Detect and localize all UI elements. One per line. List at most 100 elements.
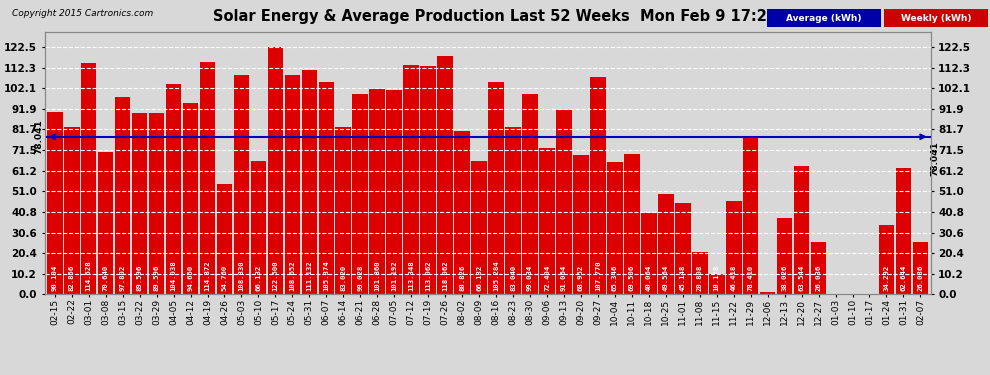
Text: 113.062: 113.062 bbox=[425, 261, 432, 291]
Text: Average (kWh): Average (kWh) bbox=[786, 14, 862, 23]
Bar bbox=[64, 127, 79, 294]
Bar bbox=[505, 127, 521, 294]
Text: 118.062: 118.062 bbox=[443, 261, 448, 291]
Text: 78.041: 78.041 bbox=[35, 119, 44, 154]
Text: 78.410: 78.410 bbox=[747, 265, 753, 291]
Text: Solar Energy & Average Production Last 52 Weeks  Mon Feb 9 17:22: Solar Energy & Average Production Last 5… bbox=[213, 9, 777, 24]
Text: 99.028: 99.028 bbox=[357, 265, 363, 291]
Text: 82.856: 82.856 bbox=[68, 265, 74, 291]
Bar bbox=[403, 66, 419, 294]
Text: 107.770: 107.770 bbox=[595, 261, 601, 291]
Bar bbox=[421, 66, 436, 294]
Text: 122.500: 122.500 bbox=[272, 261, 278, 291]
Bar bbox=[760, 292, 775, 294]
Bar bbox=[234, 75, 249, 294]
Bar bbox=[369, 89, 385, 294]
Bar bbox=[165, 84, 181, 294]
Text: 90.104: 90.104 bbox=[51, 265, 57, 291]
Bar bbox=[386, 90, 402, 294]
Bar bbox=[148, 114, 164, 294]
Text: 111.132: 111.132 bbox=[306, 261, 313, 291]
Bar bbox=[879, 225, 894, 294]
Text: 72.404: 72.404 bbox=[544, 265, 550, 291]
Text: 101.860: 101.860 bbox=[374, 261, 380, 291]
Bar bbox=[488, 82, 504, 294]
Text: 66.132: 66.132 bbox=[476, 265, 482, 291]
Bar bbox=[913, 242, 929, 294]
Bar bbox=[98, 152, 114, 294]
Bar bbox=[590, 77, 606, 294]
Text: 78.041: 78.041 bbox=[931, 141, 940, 176]
Text: 38.026: 38.026 bbox=[782, 265, 788, 291]
Bar bbox=[811, 242, 827, 294]
Bar bbox=[709, 274, 725, 294]
Text: 34.292: 34.292 bbox=[883, 265, 889, 291]
Bar bbox=[284, 75, 300, 294]
Text: 105.284: 105.284 bbox=[493, 261, 499, 291]
Bar bbox=[319, 82, 335, 294]
Bar bbox=[573, 155, 589, 294]
Text: 101.192: 101.192 bbox=[391, 261, 397, 291]
Bar bbox=[81, 63, 96, 294]
Text: 105.374: 105.374 bbox=[324, 261, 330, 291]
Bar bbox=[726, 201, 742, 294]
Bar bbox=[624, 154, 640, 294]
Text: 49.564: 49.564 bbox=[662, 265, 669, 291]
Bar bbox=[438, 56, 453, 294]
Text: 91.064: 91.064 bbox=[561, 265, 567, 291]
Text: 97.802: 97.802 bbox=[120, 265, 126, 291]
Text: 40.064: 40.064 bbox=[645, 265, 651, 291]
Text: 89.596: 89.596 bbox=[153, 265, 159, 291]
Text: 80.826: 80.826 bbox=[459, 265, 465, 291]
Bar bbox=[794, 166, 810, 294]
Bar bbox=[675, 203, 691, 294]
Bar bbox=[522, 94, 538, 294]
Bar bbox=[896, 168, 911, 294]
Bar bbox=[556, 111, 572, 294]
Text: 46.418: 46.418 bbox=[731, 265, 737, 291]
Bar bbox=[471, 161, 487, 294]
Text: 20.808: 20.808 bbox=[697, 265, 703, 291]
Text: 26.036: 26.036 bbox=[918, 265, 924, 291]
Text: Copyright 2015 Cartronics.com: Copyright 2015 Cartronics.com bbox=[12, 9, 153, 18]
Bar bbox=[47, 112, 62, 294]
Bar bbox=[132, 114, 148, 294]
Bar bbox=[217, 184, 233, 294]
Text: 113.348: 113.348 bbox=[408, 261, 414, 291]
Bar bbox=[200, 62, 215, 294]
Bar bbox=[692, 252, 708, 294]
Bar bbox=[742, 136, 758, 294]
Text: 94.650: 94.650 bbox=[187, 265, 193, 291]
Bar bbox=[641, 213, 656, 294]
Bar bbox=[183, 103, 198, 294]
Text: 89.596: 89.596 bbox=[137, 265, 143, 291]
Text: 69.506: 69.506 bbox=[629, 265, 635, 291]
Bar bbox=[658, 194, 673, 294]
Text: 10.178: 10.178 bbox=[714, 265, 720, 291]
Text: 66.132: 66.132 bbox=[255, 265, 261, 291]
Bar bbox=[336, 127, 351, 294]
Bar bbox=[302, 70, 317, 294]
Bar bbox=[352, 94, 368, 294]
Text: 54.760: 54.760 bbox=[222, 265, 228, 291]
Text: 108.652: 108.652 bbox=[289, 261, 295, 291]
Text: 114.528: 114.528 bbox=[86, 261, 92, 291]
Text: 68.952: 68.952 bbox=[578, 265, 584, 291]
Text: 62.644: 62.644 bbox=[901, 265, 907, 291]
Text: 26.036: 26.036 bbox=[816, 265, 822, 291]
Bar bbox=[540, 148, 554, 294]
Text: 45.148: 45.148 bbox=[680, 265, 686, 291]
Bar bbox=[607, 162, 623, 294]
Text: 65.346: 65.346 bbox=[612, 265, 618, 291]
Text: 104.038: 104.038 bbox=[170, 261, 176, 291]
Bar bbox=[250, 161, 266, 294]
Text: 83.020: 83.020 bbox=[341, 265, 346, 291]
Text: Weekly (kWh): Weekly (kWh) bbox=[901, 14, 971, 23]
Text: 70.640: 70.640 bbox=[103, 265, 109, 291]
Bar bbox=[777, 217, 792, 294]
Bar bbox=[454, 131, 470, 294]
Bar bbox=[115, 97, 131, 294]
Bar bbox=[267, 47, 283, 294]
Text: 99.034: 99.034 bbox=[527, 265, 533, 291]
Text: 114.872: 114.872 bbox=[205, 261, 211, 291]
